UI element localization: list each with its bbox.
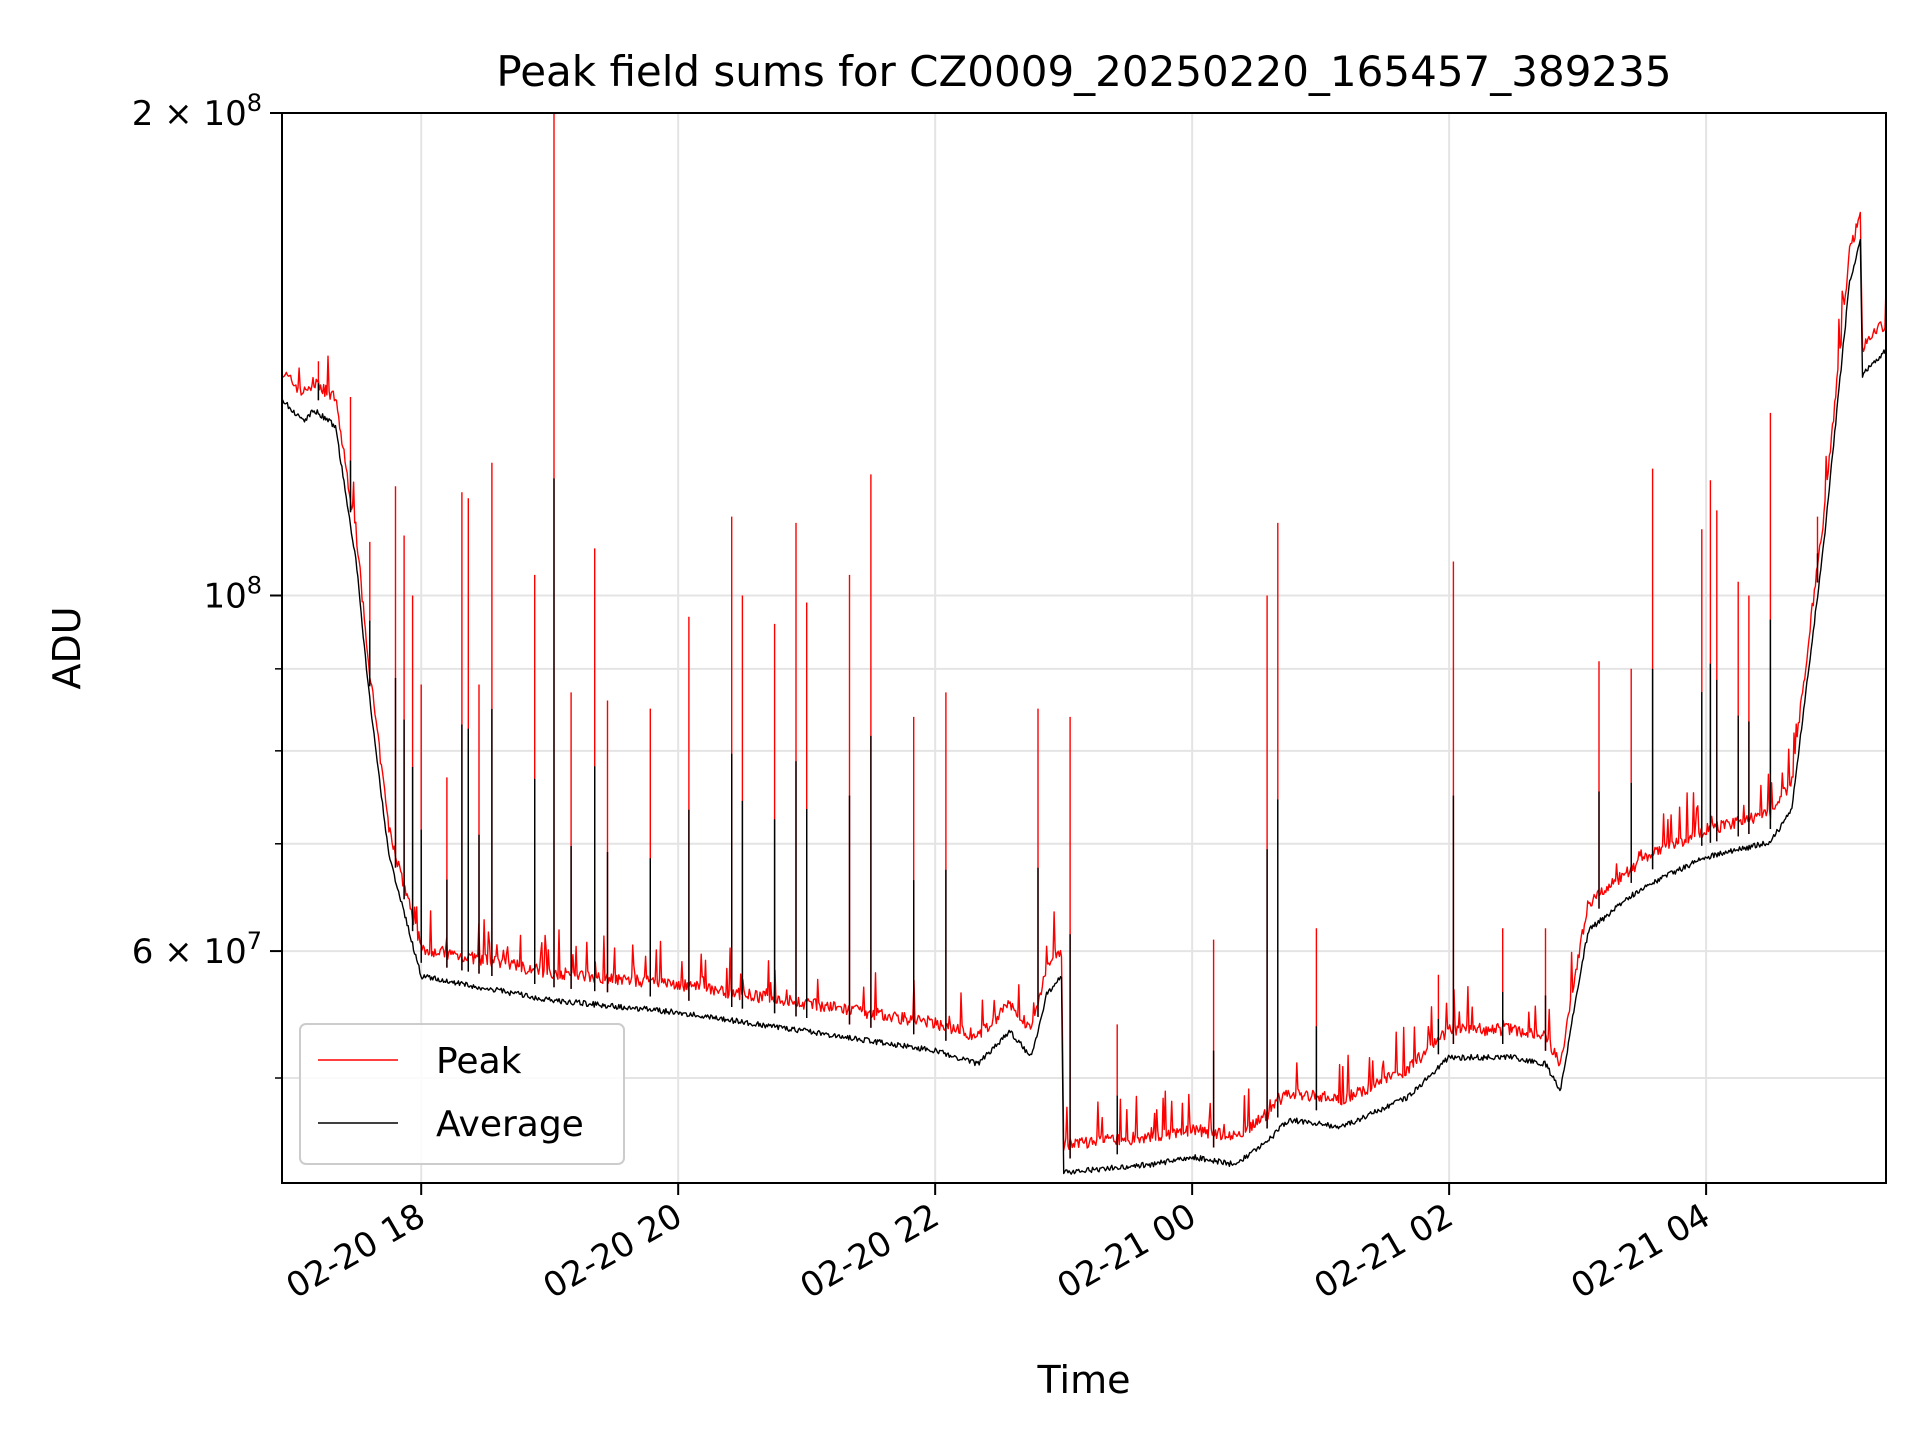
y-axis-label: ADU xyxy=(45,606,89,689)
series-line-average xyxy=(281,238,1887,1175)
y-axis: 6 × 107 108 2 × 108 xyxy=(132,89,282,1079)
y-tick-label: 2 × 108 xyxy=(132,89,262,134)
axes-frame xyxy=(281,112,1887,1184)
legend-box xyxy=(299,1023,625,1165)
x-axis-label: Time xyxy=(1037,1358,1131,1402)
legend: Peak Average xyxy=(299,1023,625,1165)
legend-label-peak: Peak xyxy=(436,1041,522,1082)
legend-label-average: Average xyxy=(436,1104,584,1145)
y-tick-label: 108 xyxy=(203,572,262,617)
plot-area xyxy=(281,113,1887,1175)
y-tick-label: 6 × 107 xyxy=(132,927,262,972)
chart-title: Peak field sums for CZ0009_20250220_1654… xyxy=(496,47,1671,96)
